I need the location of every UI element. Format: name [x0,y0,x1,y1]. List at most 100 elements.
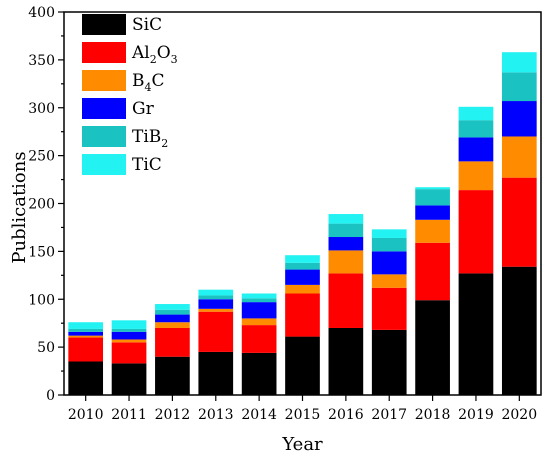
bar-2017-series-2 [371,274,407,288]
bar-2010-series-3 [68,331,104,336]
bar-2018-series-0 [415,300,450,395]
legend-label-1: Al2O3 [131,43,178,66]
x-tick-label: 2012 [155,407,191,423]
bar-2012-series-5 [155,304,190,310]
legend-label-2: B4C [132,71,165,94]
legend-label-4: TiB2 [132,127,168,150]
bar-2020-series-4 [501,72,537,102]
bar-2011-series-4 [111,328,147,332]
bar-2015-series-0 [285,336,320,395]
bar-2015-series-4 [285,262,320,270]
bar-2017-series-4 [371,237,407,252]
bar-2011-series-0 [111,363,147,395]
legend-label-0: SiC [132,15,162,35]
x-tick-label: 2015 [285,407,321,423]
y-tick-label: 0 [46,388,55,404]
axes-layer: 0 50 100 150 200 250 300 350 400 2010 2011 2012 2013… [28,5,542,423]
bar-2013-series-5 [198,289,234,296]
legend: SiC Al2O3 B4C Gr TiB2 TiC [82,14,178,175]
bar-2019-series-0 [458,273,494,395]
y-tick-label: 200 [28,197,55,213]
bar-2016-series-3 [328,237,364,251]
bar-2016-series-0 [328,327,364,395]
bar-2012-series-4 [155,309,190,315]
bar-2013-series-2 [198,308,234,312]
y-tick-label: 150 [28,244,55,260]
bar-2010-series-2 [68,335,104,338]
legend-swatch-0 [82,14,126,35]
bar-2015-series-3 [285,269,320,285]
bar-2014-series-1 [241,325,277,353]
x-axis-title: Year [281,434,323,455]
bar-2019-series-3 [458,137,494,162]
bar-2020-series-1 [501,177,537,267]
bar-2011-series-1 [111,342,147,364]
bar-2010-series-1 [68,337,104,362]
bar-2018-series-3 [415,205,450,220]
bar-2013-series-4 [198,295,234,300]
bar-2019-series-5 [458,106,494,121]
bar-2017-series-0 [371,329,407,395]
y-tick-label: 50 [37,340,55,356]
legend-swatch-3 [82,98,126,119]
bar-2014-series-3 [241,302,277,319]
y-tick-label: 400 [28,5,55,21]
bar-2018-series-1 [415,242,450,301]
bar-2011-series-5 [111,320,147,329]
bar-2018-series-4 [415,189,450,206]
x-tick-label: 2013 [198,407,234,423]
x-tick-label: 2010 [68,407,104,423]
x-tick-label: 2014 [241,407,277,423]
bar-2019-series-2 [458,161,494,191]
x-tick-label: 2020 [501,407,537,423]
bar-2017-series-1 [371,287,407,330]
bar-2010-series-5 [68,322,104,329]
bar-2016-series-4 [328,223,364,238]
bar-2014-series-4 [241,298,277,303]
bar-2017-series-5 [371,229,407,238]
bar-2015-series-5 [285,255,320,263]
y-tick-label: 250 [28,149,55,165]
bar-2019-series-1 [458,190,494,274]
bar-2016-series-2 [328,250,364,274]
bar-2020-series-0 [501,266,537,395]
bar-2013-series-3 [198,299,234,309]
bar-2019-series-4 [458,120,494,138]
bar-2015-series-1 [285,293,320,337]
bar-2020-series-3 [501,101,537,137]
y-tick-label: 100 [28,292,55,308]
bar-2018-series-2 [415,219,450,243]
bar-2014-series-0 [241,352,277,395]
bar-2012-series-2 [155,322,190,328]
x-tick-label: 2011 [111,407,147,423]
bar-2011-series-3 [111,331,147,340]
bar-2018-series-5 [415,187,450,190]
x-tick-label: 2019 [458,407,494,423]
x-tick-label: 2017 [371,407,407,423]
bar-2017-series-3 [371,251,407,275]
bar-2010-series-4 [68,328,104,332]
legend-label-5: TiC [132,155,162,175]
bar-2014-series-5 [241,293,277,299]
bar-2014-series-2 [241,318,277,326]
bar-2012-series-3 [155,314,190,323]
bar-2013-series-0 [198,351,234,395]
bar-2016-series-5 [328,214,364,224]
x-tick-label: 2018 [415,407,451,423]
bar-2010-series-0 [68,361,104,395]
legend-swatch-4 [82,126,126,147]
bar-2020-series-2 [501,136,537,178]
bar-2015-series-2 [285,284,320,294]
bar-2012-series-1 [155,327,190,357]
bar-2011-series-2 [111,339,147,343]
y-tick-label: 350 [28,53,55,69]
y-axis-title: Publications [9,151,30,263]
y-tick-label: 300 [28,101,55,117]
legend-swatch-5 [82,154,126,175]
bar-2012-series-0 [155,356,190,395]
legend-swatch-1 [82,42,126,63]
bars-layer [68,52,537,395]
legend-swatch-2 [82,70,126,91]
bar-2016-series-1 [328,273,364,328]
